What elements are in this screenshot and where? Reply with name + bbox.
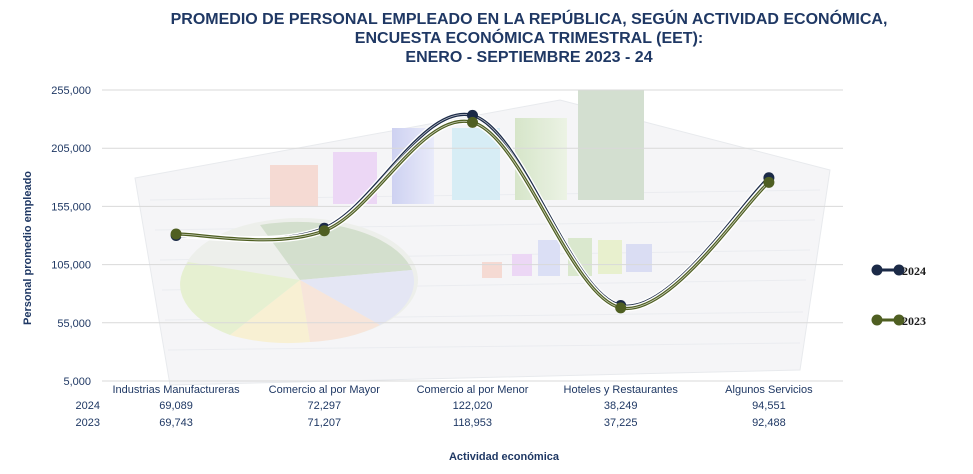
data-point-2023-2 — [467, 116, 478, 128]
table-cell-value: 38,249 — [604, 400, 638, 412]
y-axis-ticks: 5,000 55,000 105,000 155,000 205,000 255,000 — [51, 85, 91, 388]
background-illustration — [134, 90, 831, 386]
x-category-label: Comercio al por Mayor — [269, 384, 381, 396]
table-cell-value: 69,089 — [159, 400, 193, 412]
table-row-label: 2024 — [76, 400, 100, 412]
chart-title-line-1: PROMEDIO DE PERSONAL EMPLEADO EN LA REPÚ… — [170, 11, 888, 28]
table-cell-value: 71,207 — [307, 417, 341, 429]
x-category-label: Industrias Manufactureras — [113, 384, 241, 396]
chart-title: PROMEDIO DE PERSONAL EMPLEADO EN LA REPÚ… — [0, 10, 973, 67]
x-category-label: Algunos Servicios — [725, 384, 813, 396]
y-tick-label: 155,000 — [51, 201, 91, 213]
x-category-label: Comercio al por Menor — [417, 384, 529, 396]
legend-marker — [871, 264, 883, 276]
legend-marker — [893, 314, 905, 326]
y-tick-label: 105,000 — [51, 260, 91, 272]
y-tick-label: 205,000 — [51, 143, 91, 155]
table-cell-value: 94,551 — [752, 400, 786, 412]
legend-item-2023: 2023 — [871, 314, 926, 328]
table-cell-value: 92,488 — [752, 417, 786, 429]
y-tick-label: 5,000 — [63, 376, 91, 388]
data-table: 2024 69,089 72,297 122,020 38,249 94,551 2023 6… — [76, 400, 786, 429]
x-axis-categories: Industrias Manufactureras Comercio al por… — [113, 384, 814, 396]
table-cell-value: 37,225 — [604, 417, 638, 429]
y-tick-label: 55,000 — [57, 318, 91, 330]
table-cell-value: 118,953 — [453, 417, 492, 429]
table-row-label: 2023 — [76, 417, 100, 429]
table-cell-value: 69,743 — [159, 417, 193, 429]
data-point-2023-3 — [615, 302, 627, 314]
legend-marker — [871, 314, 883, 326]
table-cell-value: 122,020 — [453, 400, 493, 412]
y-tick-label: 255,000 — [51, 85, 91, 97]
gridlines — [102, 89, 843, 382]
series-layer — [170, 109, 775, 314]
legend-label: 2024 — [902, 264, 926, 278]
data-point-2023-0 — [170, 228, 182, 240]
legend-label: 2023 — [902, 314, 926, 328]
chart-title-line-3: ENERO - SEPTIEMBRE 2023 - 24 — [405, 49, 653, 66]
legend-marker — [893, 264, 905, 276]
y-axis-label: Personal promedio empleado — [22, 171, 34, 325]
series-line-highlight — [176, 120, 770, 309]
chart-title-line-2: ENCUESTA ECONÓMICA TRIMESTRAL (EET): — [354, 30, 704, 47]
legend: 2024 2023 — [871, 264, 926, 328]
table-cell-value: 72,297 — [307, 400, 341, 412]
legend-item-2024: 2024 — [871, 264, 926, 278]
x-axis-label: Actividad económica — [449, 451, 560, 463]
x-category-label: Hoteles y Restaurantes — [564, 384, 679, 396]
data-point-2023-4 — [763, 176, 775, 188]
series-2023 — [170, 116, 775, 314]
data-point-2023-1 — [318, 225, 330, 237]
